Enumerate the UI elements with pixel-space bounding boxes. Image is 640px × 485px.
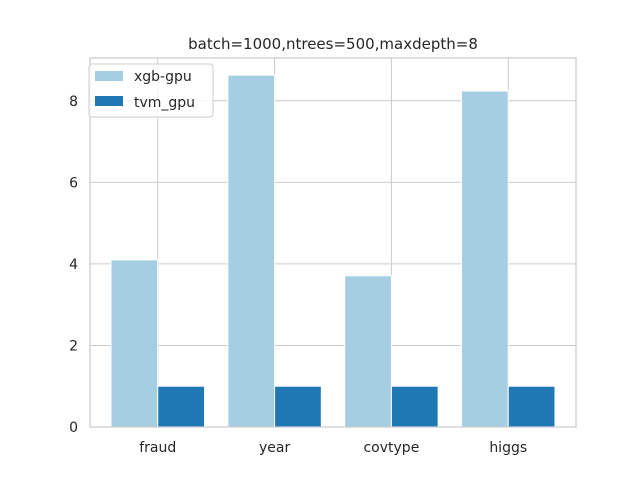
x-tick-label: covtype <box>363 440 419 456</box>
bar-xgb-gpu-covtype <box>344 275 392 428</box>
x-tick-labels: fraud year covtype higgs <box>139 440 527 456</box>
x-tick-label: fraud <box>139 440 176 456</box>
y-tick-label: 4 <box>69 257 78 273</box>
y-tick-label: 2 <box>69 338 78 354</box>
y-tick-label: 0 <box>69 420 78 436</box>
chart-title: batch=1000,ntrees=500,maxdepth=8 <box>188 35 478 53</box>
bar-tvm_gpu-year <box>274 385 322 428</box>
bar-tvm_gpu-fraud <box>157 385 205 428</box>
legend-swatch-xgb-gpu <box>95 71 123 81</box>
y-tick-labels: 0 2 4 6 8 <box>69 94 78 436</box>
legend-label-tvm-gpu: tvm_gpu <box>134 95 195 111</box>
bar-xgb-gpu-higgs <box>461 90 509 428</box>
y-tick-label: 8 <box>69 94 78 110</box>
bar-tvm_gpu-covtype <box>390 385 439 428</box>
y-tick-label: 6 <box>69 175 78 191</box>
x-tick-label: higgs <box>489 440 527 456</box>
x-tick-label: year <box>259 440 290 456</box>
bar-tvm_gpu-higgs <box>507 385 556 428</box>
bars <box>110 74 556 428</box>
bar-xgb-gpu-fraud <box>110 259 159 428</box>
legend-swatch-tvm-gpu <box>95 96 123 106</box>
legend: xgb-gpu tvm_gpu <box>88 63 214 118</box>
bar-xgb-gpu-year <box>227 74 276 428</box>
legend-label-xgb-gpu: xgb-gpu <box>134 69 192 85</box>
plot-frame <box>89 57 577 428</box>
